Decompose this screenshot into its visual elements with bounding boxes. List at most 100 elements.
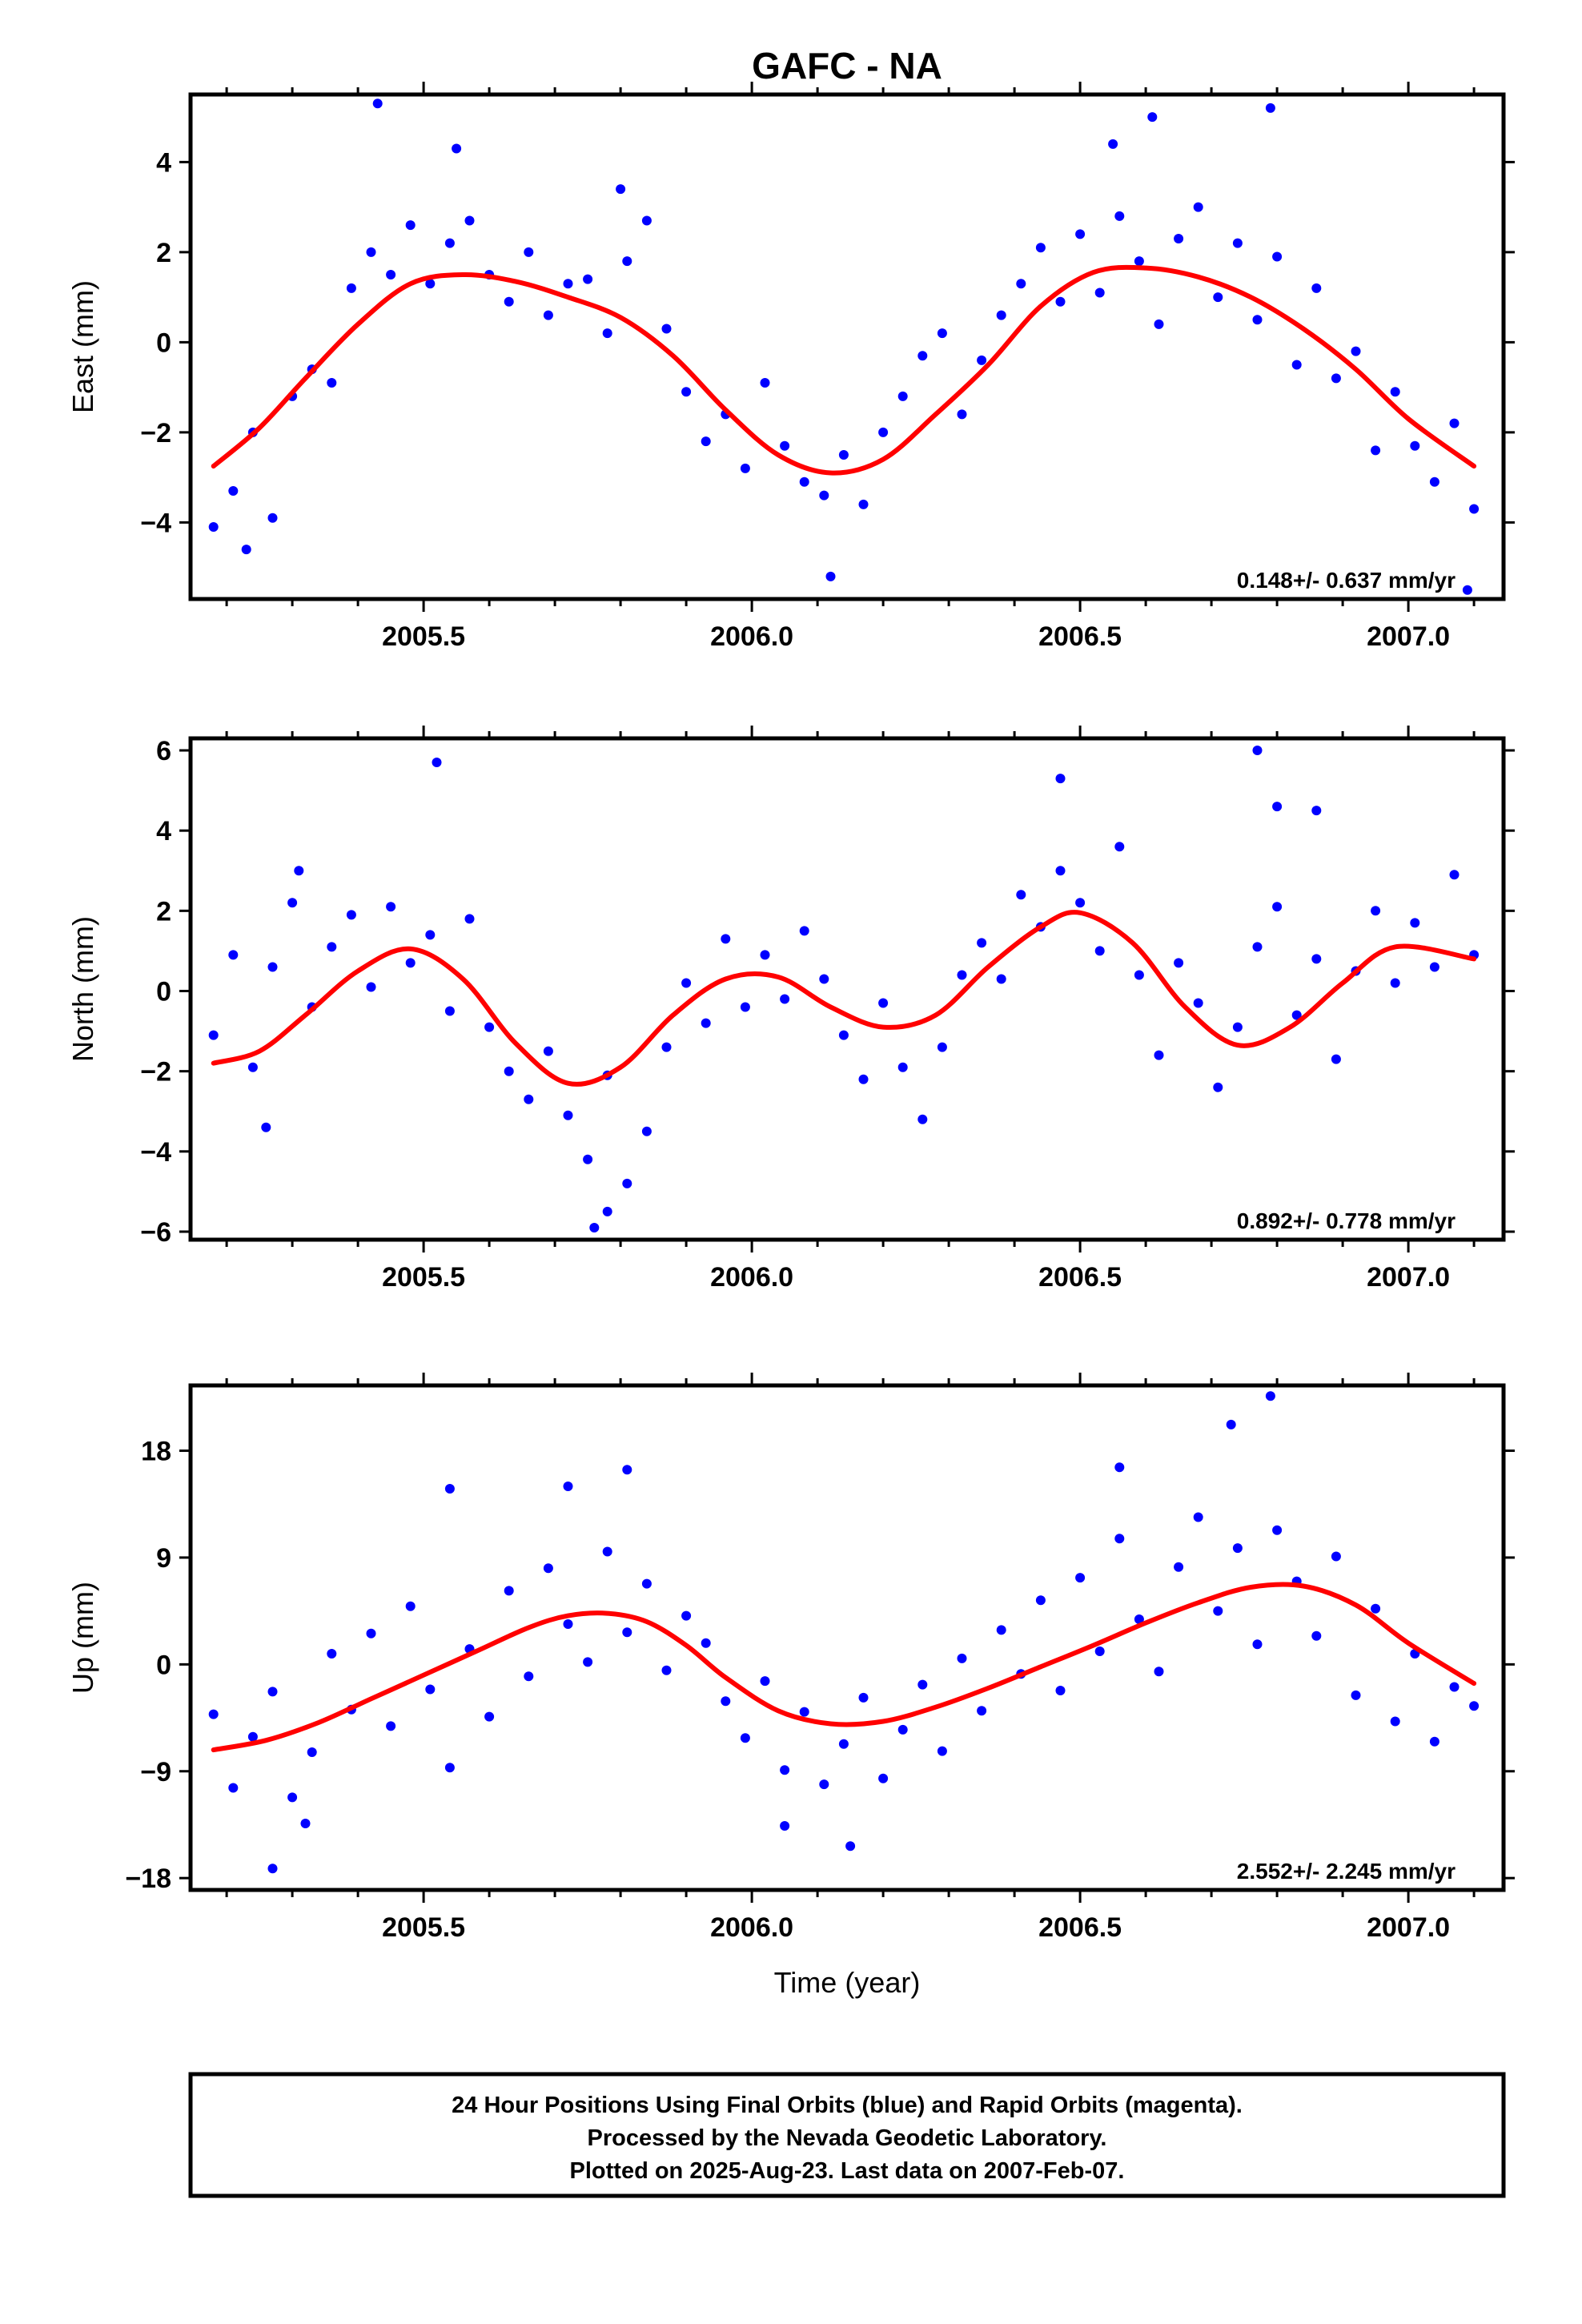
east-y-tick-label: 0 xyxy=(156,328,171,358)
north-data-point xyxy=(583,1154,593,1164)
north-y-axis-label: North (mm) xyxy=(66,916,99,1062)
north-data-point xyxy=(1134,970,1144,980)
north-data-point xyxy=(1272,902,1283,912)
east-data-point xyxy=(878,427,889,437)
east-data-point xyxy=(819,490,829,501)
east-data-point xyxy=(267,513,278,523)
north-data-point xyxy=(1390,978,1400,988)
north-x-tick-label: 2006.5 xyxy=(1038,1262,1122,1293)
north-data-point xyxy=(1075,898,1086,908)
east-data-point xyxy=(740,463,750,473)
east-data-point xyxy=(1094,287,1105,298)
up-data-point xyxy=(1134,1614,1144,1624)
east-data-point xyxy=(346,283,356,293)
north-data-point xyxy=(701,1018,711,1028)
east-data-point xyxy=(386,270,396,279)
east-data-point xyxy=(799,476,809,487)
up-data-point xyxy=(1226,1419,1236,1429)
north-panel: −6 −4 −2 0 2 4 6 2005.5 2006.0 2006.5 2007.0 North… xyxy=(66,726,1515,1293)
east-x-tick-label: 2005.5 xyxy=(382,621,465,652)
east-data-point xyxy=(1174,234,1184,243)
north-data-point xyxy=(1429,962,1439,972)
up-data-point xyxy=(957,1653,967,1663)
north-y-tick-label: 0 xyxy=(156,977,171,1007)
up-data-point xyxy=(1449,1682,1460,1692)
east-data-point xyxy=(1390,387,1400,397)
north-data-point xyxy=(721,934,731,944)
east-data-point xyxy=(937,328,947,339)
north-y-tick-label: 2 xyxy=(156,896,171,927)
up-data-point xyxy=(661,1665,672,1675)
up-data-point xyxy=(1055,1686,1066,1695)
east-data-point xyxy=(1114,211,1125,221)
up-data-point xyxy=(917,1679,928,1690)
east-data-point xyxy=(1265,103,1275,113)
up-data-point xyxy=(405,1601,416,1611)
north-x-tick-label: 2007.0 xyxy=(1367,1262,1450,1293)
north-data-point xyxy=(1114,842,1125,852)
north-data-point xyxy=(760,950,770,960)
north-data-point xyxy=(897,1062,908,1072)
east-panel: −4 −2 0 2 4 2005.5 2006.0 2006.5 2007.0 East (mm… xyxy=(66,82,1515,652)
north-y-tick-label: −2 xyxy=(140,1057,171,1088)
up-data-point xyxy=(977,1706,987,1716)
up-data-point xyxy=(524,1671,534,1682)
east-data-point xyxy=(616,184,626,195)
north-x-tick-label: 2005.5 xyxy=(382,1262,465,1293)
east-data-point xyxy=(1035,243,1046,253)
north-data-point xyxy=(589,1223,600,1232)
east-data-point xyxy=(366,247,376,257)
up-data-point xyxy=(858,1692,869,1703)
up-plot-area: −18 −9 0 9 18 2005.5 2006.0 2006.5 2007.0 xyxy=(125,1373,1515,1943)
east-data-point xyxy=(563,279,573,289)
up-data-point xyxy=(996,1625,1006,1635)
up-data-point xyxy=(583,1657,593,1667)
east-data-point xyxy=(1252,315,1263,325)
east-data-point xyxy=(524,247,534,257)
east-data-point xyxy=(543,310,553,320)
up-data-point xyxy=(780,1821,790,1831)
east-data-point xyxy=(602,328,612,339)
north-data-point xyxy=(1272,802,1283,812)
up-data-point xyxy=(504,1586,514,1596)
north-fit-line xyxy=(211,910,1477,1087)
north-data-point xyxy=(1154,1050,1164,1060)
up-data-point xyxy=(1114,1534,1125,1544)
east-data-point xyxy=(897,391,908,401)
east-data-point xyxy=(858,499,869,509)
north-data-point xyxy=(1232,1022,1243,1032)
up-panel: −18 −9 0 9 18 2005.5 2006.0 2006.5 2007.0 Up (mm… xyxy=(66,1373,1515,1943)
north-data-point xyxy=(444,1006,455,1016)
up-data-point xyxy=(1331,1551,1341,1562)
up-data-point xyxy=(721,1696,731,1707)
up-x-tick-label: 2005.5 xyxy=(382,1912,465,1943)
east-data-point xyxy=(838,450,849,460)
east-frame xyxy=(188,92,1506,601)
north-data-point xyxy=(504,1066,514,1076)
north-data-point xyxy=(366,982,376,992)
east-data-point xyxy=(1016,279,1026,289)
up-data-point xyxy=(366,1628,376,1638)
footer-box: 24 Hour Positions Using Final Orbits (bl… xyxy=(188,2072,1506,2198)
east-data-point xyxy=(1351,346,1361,356)
up-data-point xyxy=(267,1864,278,1874)
up-data-point xyxy=(819,1779,829,1790)
north-data-point xyxy=(641,1126,652,1136)
up-x-tick-label: 2006.5 xyxy=(1038,1912,1122,1943)
up-data-point xyxy=(1351,1690,1361,1700)
up-data-point xyxy=(563,1619,573,1629)
north-data-point xyxy=(327,942,337,952)
east-data-point xyxy=(825,571,836,581)
up-data-point xyxy=(740,1733,750,1743)
up-data-point xyxy=(780,1765,790,1775)
east-data-point xyxy=(641,215,652,226)
east-y-tick-label: −2 xyxy=(140,418,171,448)
north-data-point xyxy=(917,1114,928,1124)
east-data-point xyxy=(452,143,462,154)
up-y-tick-label: 0 xyxy=(156,1650,171,1680)
north-data-point xyxy=(661,1042,672,1052)
up-data-point xyxy=(543,1563,553,1574)
east-data-point xyxy=(1291,360,1302,370)
east-data-point xyxy=(241,545,251,555)
north-data-point xyxy=(819,974,829,984)
